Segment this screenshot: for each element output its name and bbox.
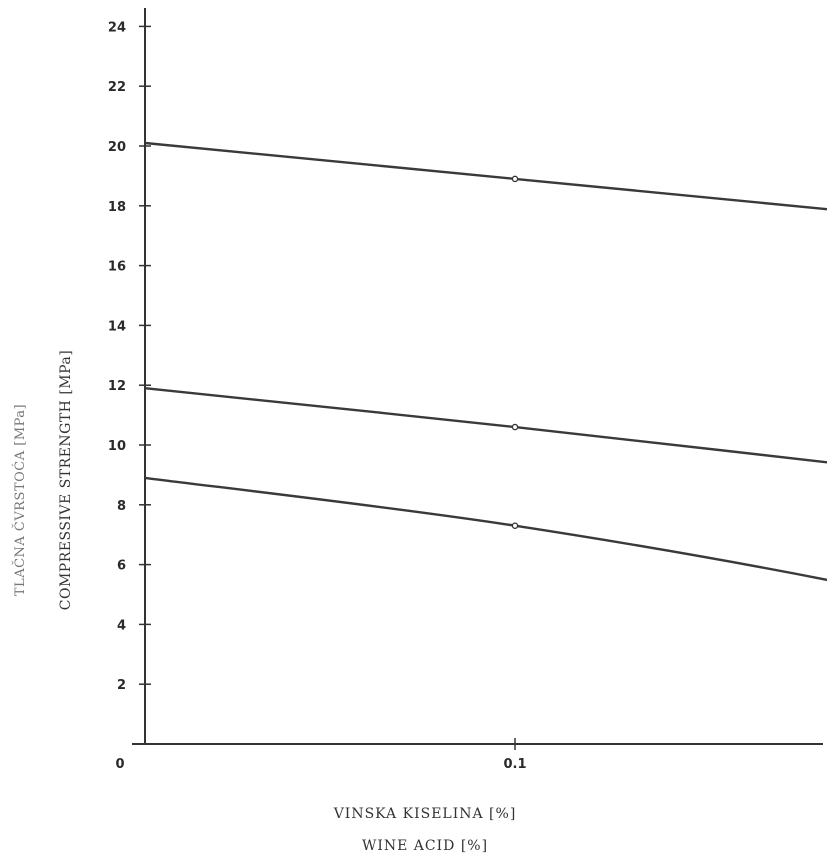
y-tick-label: 20 — [108, 140, 126, 155]
data-point — [511, 522, 519, 529]
data-point — [511, 175, 519, 183]
x-axis-label-local: VINSKA KISELINA [%] — [333, 806, 517, 822]
series-layer: 72h 48h 24h — [144, 141, 827, 582]
y-axis-label-local: TLAČNA ČVRSTOĆA [MPa] — [11, 404, 28, 596]
y-tick-label: 22 — [108, 80, 126, 95]
series-72h: 72h — [144, 141, 827, 211]
y-tick-label: 24 — [108, 20, 126, 35]
y-tick-label: 10 — [108, 439, 126, 454]
x-ticks: 0.10.20.30.40.5 — [503, 738, 527, 772]
origin-label: 0 — [115, 757, 124, 772]
series-line — [144, 476, 827, 582]
y-tick-label: 14 — [108, 319, 126, 334]
y-tick-label: 6 — [117, 559, 126, 574]
series-line — [144, 141, 827, 211]
y-tick-label: 18 — [108, 200, 126, 215]
x-tick-label: 0.1 — [503, 757, 526, 772]
y-axis-label-english: COMPRESSIVE STRENGTH [MPa] — [58, 350, 74, 610]
data-point — [511, 423, 519, 431]
series-24h: 24h — [144, 476, 827, 582]
series-line — [144, 387, 827, 464]
series-48h: 48h — [144, 387, 827, 464]
y-tick-label: 12 — [108, 379, 126, 394]
y-tick-label: 16 — [108, 260, 126, 275]
y-tick-label: 8 — [117, 499, 126, 514]
x-axis-label-english: WINE ACID [%] — [362, 838, 488, 854]
y-tick-label: 2 — [117, 678, 126, 693]
axes — [132, 8, 823, 745]
y-tick-label: 4 — [117, 618, 126, 633]
